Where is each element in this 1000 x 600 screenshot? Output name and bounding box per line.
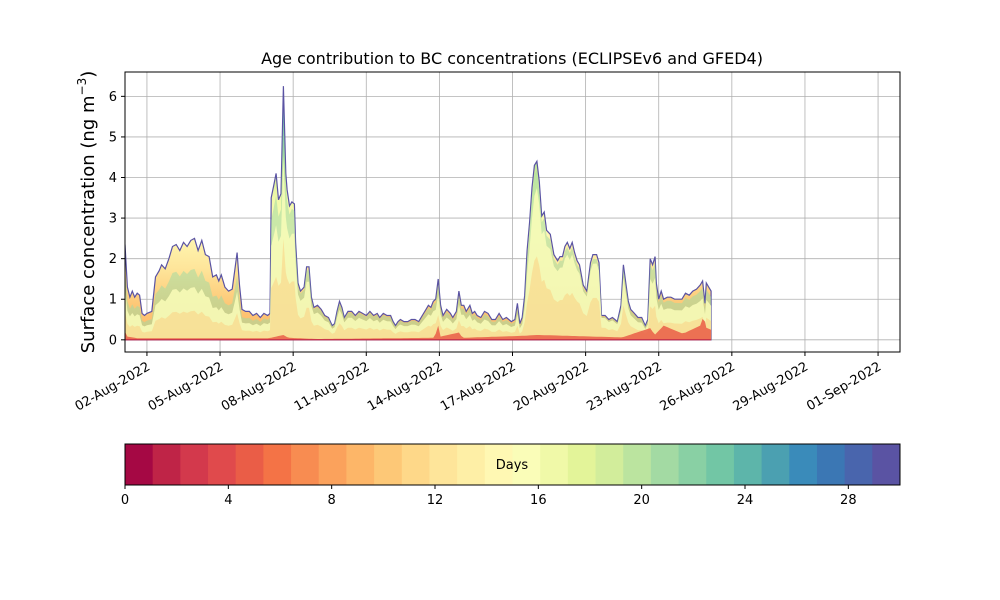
- colorbar-tick-label: 28: [840, 493, 857, 508]
- colorbar-tick-label: 12: [427, 493, 444, 508]
- colorbar-segment: [152, 444, 181, 485]
- x-tick-label: 29-Aug-2022: [731, 359, 811, 414]
- colorbar-ticks: 0 4 8 12 16 20 24 28: [121, 485, 857, 508]
- x-tick-label: 08-Aug-2022: [219, 359, 299, 414]
- x-tick-label: 17-Aug-2022: [438, 359, 518, 414]
- colorbar-segment: [180, 444, 209, 485]
- colorbar-label: Days: [496, 458, 529, 473]
- colorbar-segment: [429, 444, 458, 485]
- y-tick-label: 4: [109, 171, 117, 186]
- colorbar-segment: [208, 444, 237, 485]
- colorbar-segment: [401, 444, 430, 485]
- colorbar-segment: [263, 444, 292, 485]
- colorbar-segment: [595, 444, 624, 485]
- colorbar-segment: [540, 444, 569, 485]
- y-tick-label: 5: [109, 130, 117, 145]
- area-series-orange-age: [125, 238, 712, 340]
- x-tick-label: 11-Aug-2022: [292, 359, 372, 414]
- x-tick-label: 01-Sep-2022: [804, 359, 884, 414]
- colorbar-segment: [484, 444, 513, 485]
- colorbar-segment: [816, 444, 846, 485]
- colorbar-tick-label: 16: [530, 493, 547, 508]
- x-tick-label: 02-Aug-2022: [73, 359, 153, 414]
- y-axis-ticks: 0 1 2 3 4 5 6: [109, 90, 125, 348]
- colorbar-tick-label: 20: [633, 493, 650, 508]
- colorbar-segment: [761, 444, 790, 485]
- x-tick-label: 23-Aug-2022: [584, 359, 664, 414]
- colorbar-segment: [457, 444, 486, 485]
- x-tick-label: 26-Aug-2022: [657, 359, 737, 414]
- colorbar-segment: [125, 444, 154, 485]
- colorbar-segment: [872, 444, 901, 485]
- colorbar: [125, 444, 901, 485]
- colorbar-segment: [318, 444, 347, 485]
- colorbar-frame: [124, 443, 901, 486]
- colorbar-segment: [733, 444, 763, 485]
- area-series-young-age: [125, 155, 712, 340]
- colorbar-segment: [291, 444, 320, 485]
- y-tick-label: 0: [109, 333, 117, 348]
- colorbar-segment: [512, 444, 541, 485]
- colorbar-segment: [650, 444, 680, 485]
- y-axis-label: Surface concentration (ng m−3): [75, 71, 99, 354]
- colorbar-segment: [235, 444, 264, 485]
- colorbar-segment: [678, 444, 707, 485]
- colorbar-tick-label: 0: [121, 493, 129, 508]
- x-tick-label: 20-Aug-2022: [511, 359, 591, 414]
- y-tick-label: 3: [109, 212, 117, 227]
- colorbar-segment: [374, 444, 403, 485]
- colorbar-tick-label: 24: [737, 493, 754, 508]
- colorbar-segment: [706, 444, 735, 485]
- area-series-fresh-age: [125, 318, 712, 340]
- y-tick-label: 2: [109, 252, 117, 267]
- stacked-area-series: [125, 86, 712, 341]
- colorbar-segment: [567, 444, 597, 485]
- chart-title: Age contribution to BC concentrations (E…: [261, 49, 763, 68]
- colorbar-segment: [346, 444, 375, 485]
- x-tick-label: 14-Aug-2022: [365, 359, 445, 414]
- x-tick-label: 05-Aug-2022: [146, 359, 226, 414]
- y-tick-label: 1: [109, 293, 117, 308]
- y-tick-label: 6: [109, 90, 117, 105]
- colorbar-segment: [789, 444, 818, 485]
- colorbar-segment: [623, 444, 652, 485]
- x-axis-ticks: 02-Aug-202205-Aug-202208-Aug-202211-Aug-…: [73, 352, 884, 415]
- colorbar-tick-label: 4: [224, 493, 232, 508]
- colorbar-segment: [844, 444, 873, 485]
- colorbar-tick-label: 8: [328, 493, 336, 508]
